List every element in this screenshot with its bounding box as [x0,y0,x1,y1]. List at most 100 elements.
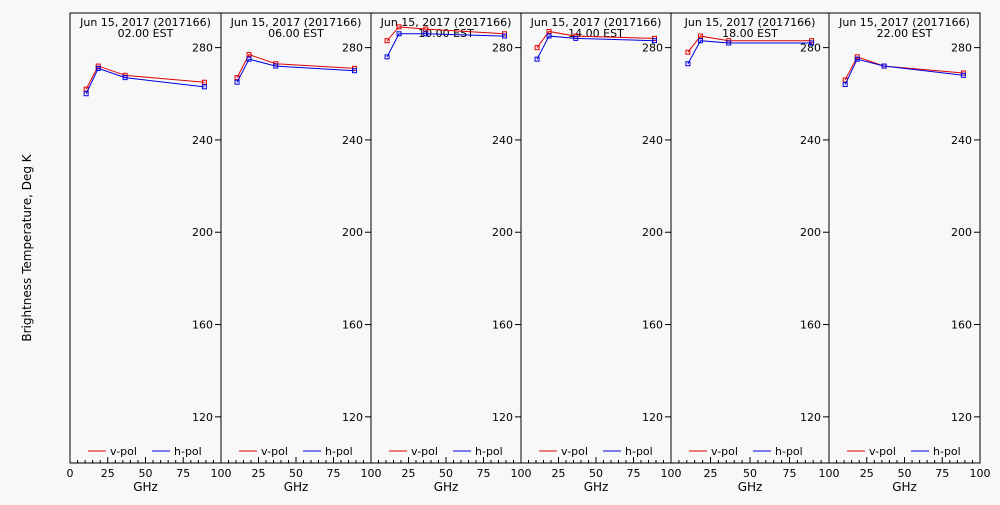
y-tick-label: 200 [951,226,972,239]
legend-label-v-pol: v-pol [561,445,588,458]
x-axis-label: GHz [584,480,609,494]
panel-title: Jun 15, 2017 (2017166) [79,16,211,29]
data-point-h-pol [881,63,887,69]
legend-label-h-pol: h-pol [475,445,503,458]
series-line-h-pol [236,58,355,83]
series-line-h-pol [536,35,655,60]
y-tick-label: 120 [642,411,663,424]
x-tick-label: 100 [511,467,532,480]
y-tick-label: 160 [800,319,821,332]
panel-3: Jun 15, 2017 (2017166)10.00 EST 120 160 200… [370,12,532,494]
y-tick-label: 200 [492,226,513,239]
x-tick-label: 50 [898,467,912,480]
data-point-h-pol [423,31,429,37]
series-line-v-pol [85,65,205,90]
series-line-h-pol [386,33,505,58]
data-point-h-pol [502,33,507,39]
data-point-h-pol [122,75,128,81]
series-line-v-pol [236,53,355,78]
x-tick-label: 0 [67,467,74,480]
y-tick-label: 240 [642,134,663,147]
x-axis-label: GHz [892,480,917,494]
data-point-h-pol [573,35,579,41]
data-point-v-pol [534,45,540,51]
data-point-h-pol [352,68,357,74]
data-point-h-pol [726,40,732,46]
panel-4: Jun 15, 2017 (2017166)14.00 EST120160200… [520,12,682,494]
legend-label-h-pol: h-pol [933,445,961,458]
x-tick-label: 50 [743,467,757,480]
data-point-h-pol [685,61,691,67]
y-tick-label: 120 [342,411,363,424]
y-tick-label: 280 [800,42,821,55]
x-tick-label: 100 [361,467,382,480]
data-point-h-pol [234,79,240,85]
legend-label-v-pol: v-pol [711,445,738,458]
panel-5: Jun 15, 2017 (2017166)18.00 EST 120 160 200… [670,12,840,494]
y-tick-label: 120 [192,411,213,424]
y-tick-label: 240 [342,134,363,147]
x-tick-label: 50 [439,467,453,480]
data-point-h-pol [809,40,815,46]
y-tick-label: 240 [951,134,972,147]
y-axis-label: Brightness Temperature, Deg K [20,153,34,341]
y-tick-label: 200 [192,226,213,239]
data-point-h-pol [95,65,101,71]
panel-subtitle: 02.00 EST [118,27,174,40]
y-tick-label: 200 [342,226,363,239]
legend-label-h-pol: h-pol [174,445,202,458]
data-point-h-pol [246,56,252,62]
data-point-h-pol [960,72,966,78]
x-tick-label: 100 [819,467,840,480]
series-line-h-pol [844,58,964,85]
y-tick-label: 280 [192,42,213,55]
data-point-h-pol [842,82,848,88]
panel-subtitle: 06.00 EST [268,27,324,40]
y-tick-label: 280 [492,42,513,55]
x-tick-label: 100 [211,467,232,480]
panel-title: Jun 15, 2017 (2017166) [684,16,816,29]
data-point-v-pol [384,38,390,44]
panel-title: Jun 15, 2017 (2017166) [380,16,512,29]
x-tick-label: 75 [327,467,341,480]
panel-title: Jun 15, 2017 (2017166) [530,16,662,29]
x-tick-label: 25 [704,467,718,480]
legend-label-v-pol: v-pol [261,445,288,458]
x-tick-label: 50 [289,467,303,480]
data-point-v-pol [423,26,429,32]
data-point-h-pol [273,63,279,69]
series-line-v-pol [844,56,964,81]
legend-label-h-pol: h-pol [325,445,353,458]
y-tick-label: 240 [192,134,213,147]
data-point-h-pol [534,56,540,62]
legend-label-v-pol: v-pol [110,445,137,458]
data-point-v-pol [546,28,552,34]
data-point-h-pol [83,91,89,97]
data-point-v-pol [396,24,402,30]
series-line-v-pol [687,35,812,53]
data-point-h-pol [546,33,552,39]
x-tick-label: 75 [176,467,190,480]
x-axis-label: GHz [738,480,763,494]
x-axis-label: GHz [434,480,459,494]
x-tick-label: 100 [661,467,682,480]
y-tick-label: 200 [642,226,663,239]
chart-panels: Jun 15, 2017 (2017166)02.00 EST120160200… [67,12,991,494]
panel-subtitle: 22.00 EST [877,27,933,40]
data-point-h-pol [652,38,657,44]
x-axis-label: GHz [133,480,158,494]
y-tick-label: 240 [800,134,821,147]
data-point-h-pol [396,31,402,37]
x-tick-label: 25 [552,467,566,480]
panel-subtitle: 10.00 EST [418,27,474,40]
panel-6: Jun 15, 2017 (2017166)22.00 EST 120 160 200… [828,12,991,494]
panel-subtitle: 18.00 EST [722,27,778,40]
x-tick-label: 75 [627,467,641,480]
x-tick-label: 50 [139,467,153,480]
data-point-v-pol [201,79,207,85]
y-tick-label: 280 [951,42,972,55]
panel-title: Jun 15, 2017 (2017166) [838,16,970,29]
series-line-v-pol [536,30,655,48]
